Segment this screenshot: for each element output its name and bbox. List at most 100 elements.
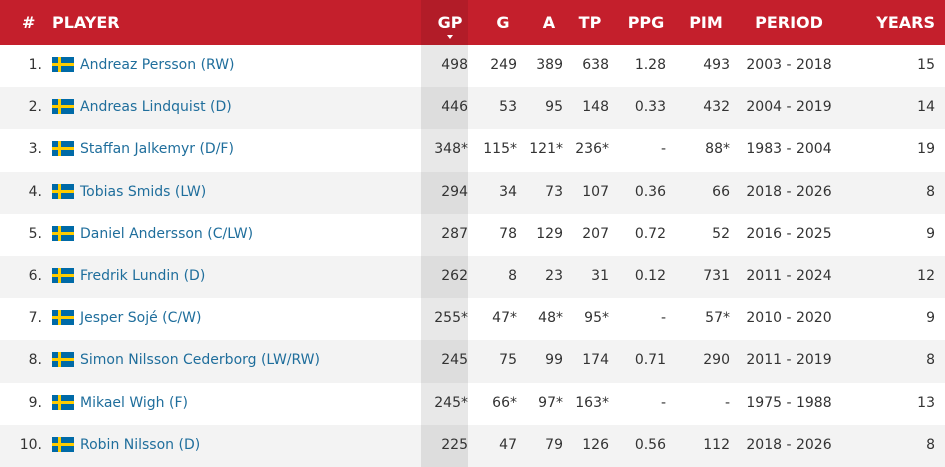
cell: 493 bbox=[703, 57, 730, 73]
cell: 4. bbox=[28, 183, 42, 200]
cell: 0.36 bbox=[634, 183, 666, 200]
column-header[interactable]: PLAYER bbox=[52, 13, 120, 32]
cell: 2018 - 2026 bbox=[746, 183, 832, 200]
cell: 225 bbox=[441, 436, 468, 453]
column-header[interactable]: G bbox=[496, 13, 510, 32]
cell: 1.28 bbox=[634, 57, 666, 73]
flag-icon bbox=[52, 394, 74, 410]
cell: 126 bbox=[582, 436, 609, 453]
cell: 245 bbox=[441, 352, 468, 369]
cell: 12 bbox=[917, 268, 935, 284]
cell: 236* bbox=[575, 141, 609, 158]
cell: 348* bbox=[434, 141, 468, 158]
cell: 66* bbox=[492, 394, 517, 411]
cell: 47* bbox=[492, 310, 517, 327]
cell: 115* bbox=[483, 141, 517, 158]
cell: 8 bbox=[926, 352, 935, 369]
cell: 2011 - 2019 bbox=[746, 352, 832, 369]
row-bg bbox=[0, 171, 945, 214]
cell: 48* bbox=[538, 310, 563, 327]
row-bg bbox=[0, 87, 945, 130]
player-link[interactable]: Simon Nilsson Cederborg (LW/RW) bbox=[80, 352, 320, 369]
player-link[interactable]: Mikael Wigh (F) bbox=[80, 394, 188, 411]
cell: 8 bbox=[926, 436, 935, 453]
sort-arrow bbox=[447, 35, 453, 39]
cell: 2018 - 2026 bbox=[746, 436, 832, 453]
cell: 5. bbox=[28, 225, 42, 242]
column-header[interactable]: PERIOD bbox=[755, 13, 823, 32]
cell: 290 bbox=[703, 352, 730, 369]
cell: 75 bbox=[499, 352, 517, 369]
cell: 207 bbox=[582, 225, 609, 242]
cell: 13 bbox=[917, 394, 935, 411]
player-link[interactable]: Jesper Sojé (C/W) bbox=[80, 310, 202, 327]
cell: 2003 - 2018 bbox=[746, 57, 832, 73]
player-link[interactable]: Andreaz Persson (RW) bbox=[80, 57, 235, 73]
cell: 287 bbox=[441, 225, 468, 242]
flag-icon bbox=[52, 183, 74, 199]
row-bg bbox=[0, 424, 945, 467]
flag-icon bbox=[52, 352, 74, 368]
cell: 0.56 bbox=[634, 436, 666, 453]
cell: - bbox=[660, 310, 666, 327]
player-link[interactable]: Robin Nilsson (D) bbox=[80, 436, 201, 453]
cell: 112 bbox=[703, 436, 730, 453]
cell: 95* bbox=[584, 310, 609, 327]
player-link[interactable]: Andreas Lindquist (D) bbox=[80, 99, 232, 116]
player-link[interactable]: Fredrik Lundin (D) bbox=[80, 268, 206, 284]
cell: 15 bbox=[917, 57, 935, 73]
cell: 245* bbox=[434, 394, 468, 411]
cell: 34 bbox=[499, 183, 517, 200]
cell: 6. bbox=[28, 268, 42, 284]
cell: 73 bbox=[545, 183, 563, 200]
cell: 163* bbox=[575, 394, 609, 411]
flag-icon bbox=[52, 436, 74, 452]
cell: 99 bbox=[545, 352, 563, 369]
cell: 9 bbox=[926, 310, 935, 327]
sorted-column-shade bbox=[421, 0, 468, 467]
flag-icon bbox=[52, 268, 74, 283]
player-link[interactable]: Daniel Andersson (C/LW) bbox=[80, 225, 254, 242]
cell: 23 bbox=[545, 268, 563, 284]
cell: 0.12 bbox=[634, 268, 666, 284]
cell: 446 bbox=[441, 99, 468, 116]
cell: 1975 - 1988 bbox=[746, 394, 832, 411]
column-header[interactable]: PIM bbox=[689, 13, 723, 32]
cell: 174 bbox=[582, 352, 609, 369]
flag-icon bbox=[52, 225, 74, 241]
cell: 52 bbox=[712, 225, 730, 242]
cell: 0.72 bbox=[634, 225, 666, 242]
column-header[interactable]: PPG bbox=[627, 13, 665, 32]
cell: 731 bbox=[703, 268, 730, 284]
cell: 95 bbox=[545, 99, 563, 116]
column-header[interactable]: TP bbox=[578, 13, 602, 32]
row-bg bbox=[0, 45, 945, 88]
cell: 148 bbox=[582, 99, 609, 116]
cell: 3. bbox=[28, 141, 42, 158]
cell: 1983 - 2004 bbox=[746, 141, 832, 158]
cell: 389 bbox=[536, 57, 563, 73]
player-link[interactable]: Staffan Jalkemyr (D/F) bbox=[80, 141, 234, 158]
cell: 10. bbox=[19, 436, 42, 453]
flag-icon bbox=[52, 310, 74, 326]
flag-icon bbox=[52, 57, 74, 72]
cell: 2004 - 2019 bbox=[746, 99, 832, 116]
player-link[interactable]: Tobias Smids (LW) bbox=[80, 183, 207, 200]
header-bar bbox=[0, 0, 945, 45]
row-bg bbox=[0, 213, 945, 256]
column-header[interactable]: A bbox=[542, 13, 556, 32]
cell: 47 bbox=[499, 436, 517, 453]
column-header[interactable]: YEARS bbox=[876, 13, 935, 32]
cell: 8. bbox=[28, 352, 42, 369]
cell: 31 bbox=[591, 268, 609, 284]
cell: 262 bbox=[441, 268, 468, 284]
column-header[interactable]: GP bbox=[437, 13, 463, 32]
row-bg bbox=[0, 256, 945, 299]
cell: 107 bbox=[582, 183, 609, 200]
column-header[interactable]: # bbox=[22, 13, 36, 32]
cell: 79 bbox=[545, 436, 563, 453]
cell: 66 bbox=[712, 183, 730, 200]
cell: 255* bbox=[434, 310, 468, 327]
row-bg bbox=[0, 340, 945, 383]
cell: 2016 - 2025 bbox=[746, 225, 832, 242]
